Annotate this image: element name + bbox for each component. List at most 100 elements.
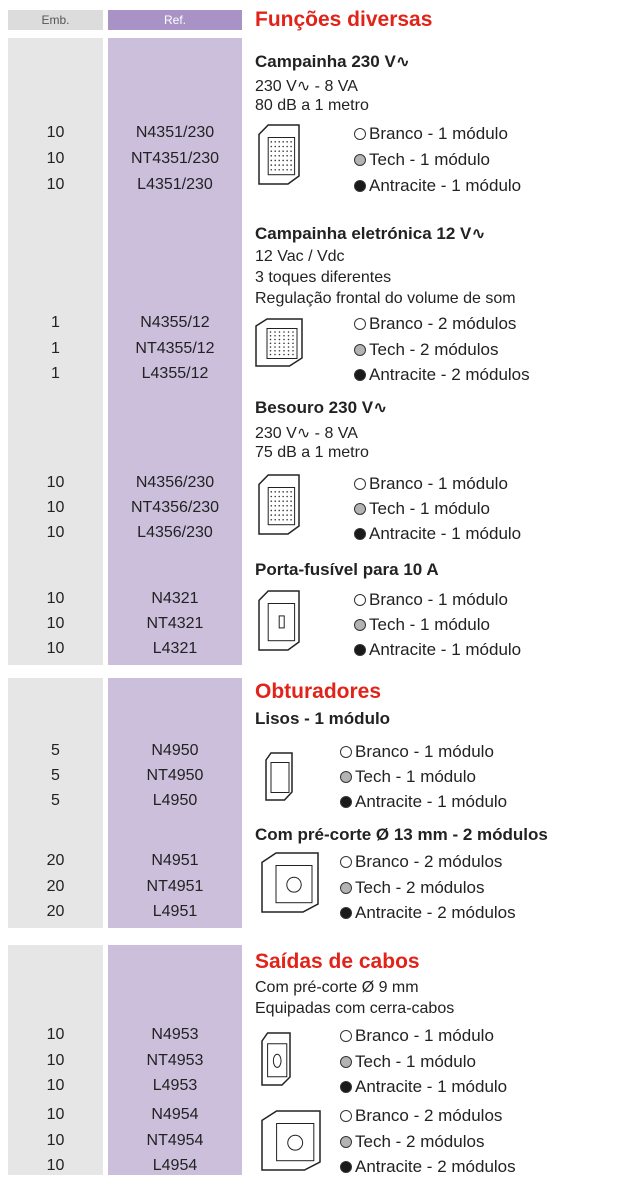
ref-value: L4950 (152, 792, 198, 809)
group-name: Lisos - 1 módulo (255, 709, 391, 728)
emb-value: 10 (46, 176, 65, 193)
product-icon (258, 124, 300, 185)
ref-value: NT4356/230 (130, 499, 220, 516)
finish-label: Antracite - 1 módulo (355, 1077, 508, 1096)
finish-label: Tech - 1 módulo (369, 499, 490, 518)
finish-label: Tech - 2 módulos (369, 339, 499, 359)
emb-value: 20 (46, 903, 65, 920)
finish-dot (354, 594, 366, 606)
product-icon (258, 590, 300, 651)
group-name: Com pré-corte Ø 13 mm - 2 módulos (255, 825, 548, 844)
finish-dot (354, 128, 366, 140)
finish-dot (354, 343, 366, 356)
ref-value: L4356/230 (137, 524, 213, 541)
ref-value: L4321 (152, 640, 198, 657)
emb-value: 5 (51, 792, 60, 809)
emb-value: 10 (46, 1131, 65, 1149)
finish-label: Tech - 1 módulo (355, 767, 476, 786)
finish-label: Antracite - 2 módulos (355, 903, 516, 922)
description: 230 V∿ - 8 VA (255, 425, 358, 442)
emb-value: 10 (46, 1077, 65, 1094)
ref-value: N4950 (151, 742, 199, 759)
finish-label: Antracite - 1 módulo (355, 792, 508, 811)
finish-dot (354, 644, 366, 656)
group-name: Campainha eletrónica 12 V∿ (255, 224, 486, 243)
emb-value: 10 (46, 640, 65, 657)
ref-value: N4954 (151, 1106, 199, 1123)
ref-value: NT4351/230 (130, 150, 220, 167)
ref-value: NT4355/12 (135, 339, 215, 357)
finish-label: Branco - 1 módulo (355, 1026, 494, 1045)
finish-dot (340, 881, 352, 894)
finish-label: Tech - 2 módulos (355, 1131, 485, 1151)
finish-dot (354, 503, 366, 515)
ref-value: L4951 (152, 903, 198, 920)
finish-label: Tech - 1 módulo (369, 615, 490, 634)
product-icon (265, 752, 293, 801)
ref-value: L4953 (152, 1077, 198, 1094)
emb-value: 10 (46, 1026, 65, 1043)
finish-label: Branco - 1 módulo (369, 590, 508, 609)
description: Equipadas com cerra-cabos (255, 1000, 455, 1017)
section-title: Saídas de cabos (255, 950, 420, 973)
finish-label: Branco - 2 módulos (369, 314, 517, 333)
finish-dot (354, 619, 366, 631)
finish-label: Antracite - 1 módulo (369, 176, 522, 195)
emb-column (8, 678, 103, 928)
description: 80 dB a 1 metro (255, 97, 369, 114)
ref-value: N4953 (151, 1026, 199, 1043)
finish-dot (340, 907, 352, 919)
product-icon (255, 318, 303, 367)
finish-label: Branco - 1 módulo (369, 474, 508, 493)
emb-value: 10 (46, 590, 65, 607)
product-icon (261, 1110, 321, 1171)
ref-value: L4954 (152, 1157, 198, 1174)
emb-value: 10 (46, 1106, 65, 1123)
emb-value: 5 (51, 767, 60, 784)
finish-dot (354, 369, 366, 381)
ref-value: N4351/230 (135, 124, 215, 141)
finish-label: Branco - 1 módulo (355, 742, 494, 761)
ref-header: Ref. (108, 10, 242, 30)
description: Regulação frontal do volume de som (255, 290, 516, 307)
description: 75 dB a 1 metro (255, 444, 369, 461)
finish-label: Branco - 2 módulos (355, 1106, 503, 1125)
ref-value: L4355/12 (141, 365, 209, 382)
finish-dot (340, 796, 352, 808)
finish-dot (354, 154, 366, 166)
finish-dot (340, 771, 352, 783)
product-icon (258, 474, 300, 535)
ref-column (108, 38, 242, 665)
ref-value: L4351/230 (137, 176, 213, 193)
emb-value: 20 (46, 852, 65, 869)
emb-value: 20 (46, 877, 65, 895)
ref-value: N4356/230 (135, 474, 215, 491)
finish-label: Tech - 2 módulos (355, 877, 485, 897)
finish-label: Antracite - 1 módulo (369, 640, 522, 659)
emb-value: 10 (46, 150, 65, 167)
product-icon (261, 852, 319, 913)
ref-value: N4951 (151, 852, 199, 869)
finish-dot (340, 1110, 352, 1122)
ref-value: NT4953 (146, 1051, 204, 1069)
ref-column (108, 678, 242, 928)
ref-value: NT4954 (146, 1131, 204, 1149)
ref-value: NT4950 (146, 767, 204, 784)
description: 230 V∿ - 8 VA (255, 78, 358, 95)
finish-label: Tech - 1 módulo (355, 1051, 476, 1071)
product-icon (261, 1032, 291, 1086)
finish-dot (354, 318, 366, 330)
finish-dot (340, 746, 352, 758)
emb-header: Emb. (8, 10, 103, 30)
emb-column (8, 945, 103, 1175)
ref-value: N4355/12 (140, 314, 210, 331)
emb-value: 10 (46, 524, 65, 541)
group-name: Besouro 230 V∿ (255, 398, 388, 417)
emb-column (8, 38, 103, 665)
ref-column (108, 945, 242, 1175)
finish-dot (340, 1135, 352, 1148)
ref-value: N4321 (151, 590, 199, 607)
finish-label: Branco - 1 módulo (369, 124, 508, 143)
finish-dot (340, 1161, 352, 1173)
emb-value: 10 (46, 1157, 65, 1174)
